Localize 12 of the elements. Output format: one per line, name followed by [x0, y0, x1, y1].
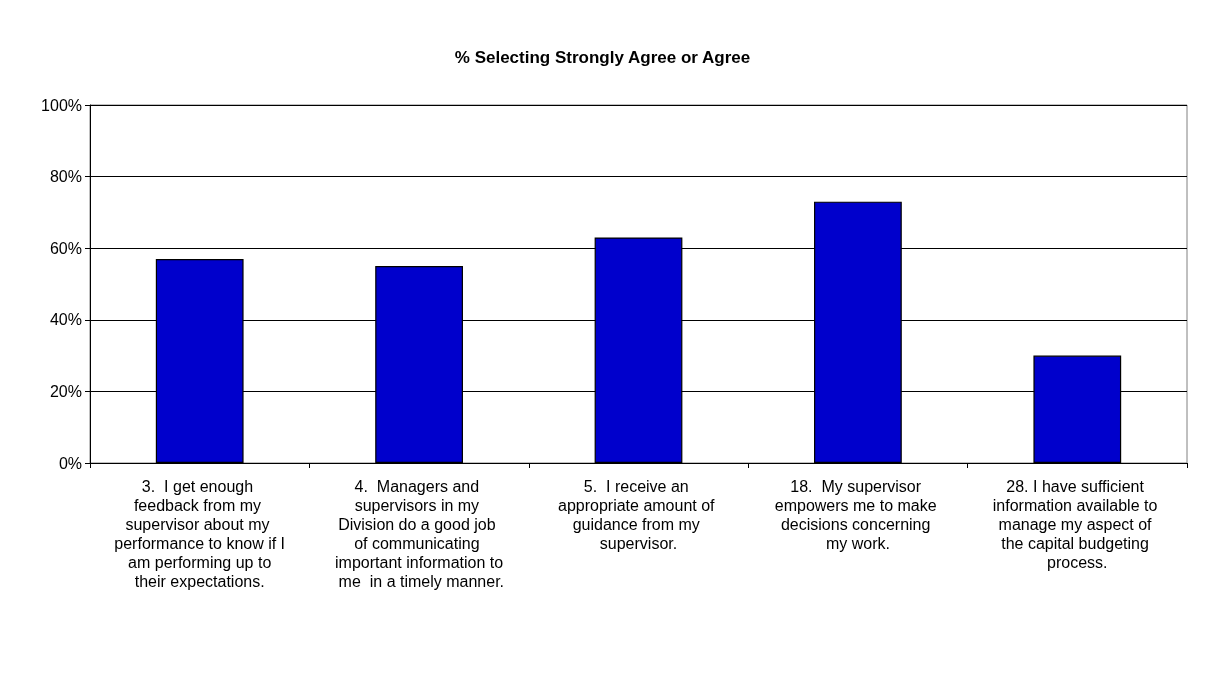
y-tick-label: 100%: [41, 96, 82, 114]
x-tick-label: 5. I receive an appropriate amount of guidance from my supervisor.: [558, 478, 719, 552]
y-tick-label: 40%: [49, 311, 82, 329]
x-tick-label: 3. I get enough feedback from my supervisor about my performance to know if I am performing up to their expectations.: [114, 478, 286, 590]
y-tick-label: 0%: [58, 454, 82, 472]
x-tick-label: 4. Managers and supervisors in my Division do a good job of communicating important information to me in a timely manner.: [334, 478, 505, 590]
y-tick-label: 60%: [49, 239, 82, 257]
y-tick-label: 20%: [49, 382, 82, 400]
chart-title: % Selecting Strongly Agree or Agree: [454, 48, 751, 67]
x-tick-label: 28. I have sufficient information available to manage my aspect of the capital budgeting process.: [992, 478, 1162, 571]
y-tick-label: 80%: [49, 168, 82, 186]
x-tick-label: 18. My supervisor empowers me to make decisions concerning my work.: [774, 478, 942, 552]
